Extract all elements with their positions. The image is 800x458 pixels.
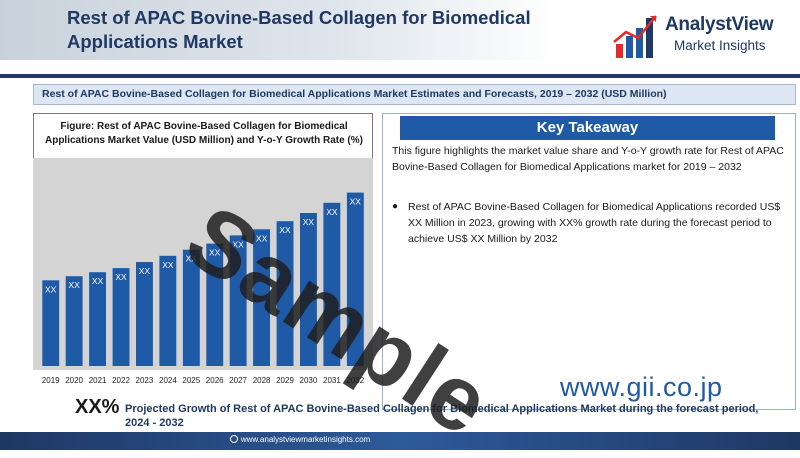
logo-name: AnalystView [665,14,774,35]
bar-2024 [159,255,177,366]
footer: www.analystviewmarketinsights.com [0,432,800,450]
x-tick-2023: 2023 [136,376,154,385]
gii-watermark-url: www.gii.co.jp [560,372,723,402]
data-label-2023: XX [139,266,151,276]
bar-2029 [276,221,294,366]
data-label-2020: XX [68,280,80,290]
x-tick-2024: 2024 [159,376,177,385]
x-tick-2022: 2022 [112,376,130,385]
title-band [0,0,560,60]
x-tick-2028: 2028 [253,376,271,385]
growth-description: Projected Growth of Rest of APAC Bovine-… [125,403,759,429]
banner-text: Rest of APAC Bovine-Based Collagen for B… [42,88,667,100]
data-label-2029: XX [279,225,291,235]
analystview-logo-icon [613,15,657,58]
x-tick-2032: 2032 [346,376,364,385]
x-tick-2019: 2019 [42,376,60,385]
data-label-2032: XX [350,197,362,207]
footer-url[interactable]: www.analystviewmarketinsights.com [0,435,600,444]
bar-2032 [346,192,364,366]
growth-value: XX% [75,396,120,418]
bar-2021 [89,272,106,366]
data-label-2024: XX [162,260,174,270]
bar-2028 [253,229,270,366]
data-label-2031: XX [326,207,338,217]
x-tick-2030: 2030 [300,376,318,385]
bar-2026 [206,243,224,366]
key-takeaway-intro: This figure highlights the market value … [392,145,784,173]
data-label-2027: XX [232,239,244,249]
x-tick-2027: 2027 [229,376,247,385]
market-value-bar-chart: XX 2019 XX 2020 XX 2021 XX 2022 XX 2023 XX 2024 XX 20… [33,158,373,385]
figure-title: Figure: Rest of APAC Bovine-Based Collag… [44,121,363,146]
header: Rest of APAC Bovine-Based Collagen for B… [0,0,800,75]
figure-title-box: Figure: Rest of APAC Bovine-Based Collag… [33,113,373,166]
section-banner: Rest of APAC Bovine-Based Collagen for B… [33,84,796,105]
data-label-2030: XX [303,217,315,227]
key-takeaway-panel [382,113,796,410]
data-label-2028: XX [256,233,268,243]
bar-2031 [323,202,341,366]
bar-2030 [300,213,317,366]
x-tick-2031: 2031 [323,376,341,385]
x-tick-2020: 2020 [65,376,83,385]
logo-subtitle: Market Insights [674,38,766,53]
bar-2025 [182,249,200,366]
key-takeaway-heading: Key Takeaway [400,116,775,140]
page-title: Rest of APAC Bovine-Based Collagen for B… [67,7,531,52]
bar-2019 [42,280,60,366]
footer-url-text[interactable]: www.analystviewmarketinsights.com [240,435,371,444]
x-tick-2021: 2021 [89,376,107,385]
data-label-2022: XX [115,272,127,282]
bar-2027 [229,235,247,366]
bar-2020 [65,276,83,366]
logo: AnalystView Market Insights [612,8,792,64]
bar-2022 [112,268,130,366]
bullet-text: Rest of APAC Bovine-Based Collagen for B… [408,201,781,245]
chart-background [33,158,373,370]
header-divider [0,74,800,78]
x-tick-2025: 2025 [182,376,200,385]
data-label-2026: XX [209,248,221,258]
data-label-2019: XX [45,284,57,294]
bar-2023 [136,262,153,366]
data-label-2021: XX [92,276,104,286]
globe-icon [229,435,238,443]
x-tick-2029: 2029 [276,376,294,385]
bullet-icon: ● [392,201,399,212]
data-label-2025: XX [186,254,198,264]
x-tick-2026: 2026 [206,376,224,385]
